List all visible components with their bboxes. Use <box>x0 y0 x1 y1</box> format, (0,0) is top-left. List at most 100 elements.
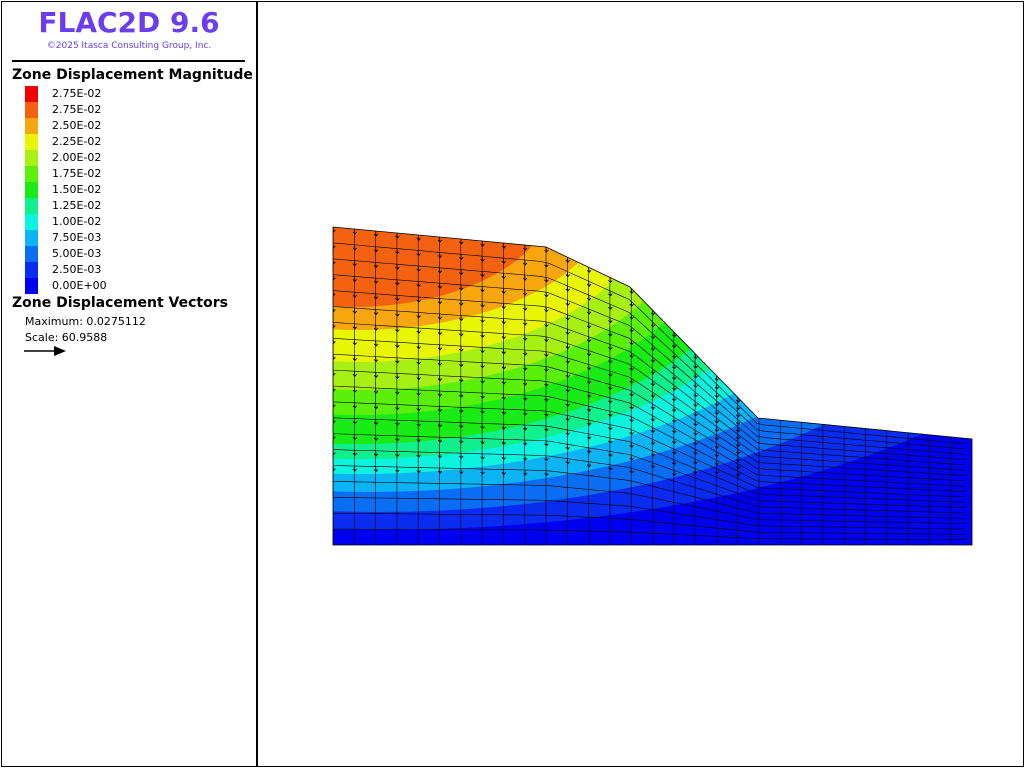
displacement-vector <box>608 330 613 337</box>
displacement-vector <box>352 450 357 456</box>
legend-swatch <box>25 198 38 214</box>
legend-entry: 5.00E-03 <box>25 246 225 262</box>
displacement-vector <box>608 357 613 364</box>
displacement-vector <box>501 303 507 309</box>
displacement-vector <box>650 439 656 445</box>
legend-label: 2.50E-03 <box>52 263 102 276</box>
displacement-vector <box>650 380 656 387</box>
displacement-vector <box>672 427 677 434</box>
displacement-vector <box>565 458 570 465</box>
legend-label: 1.25E-02 <box>52 199 102 212</box>
displacement-vector <box>522 439 528 446</box>
displacement-vector <box>437 437 443 443</box>
displacement-vector <box>586 419 592 426</box>
displacement-vector <box>672 353 677 359</box>
displacement-vector <box>352 276 357 282</box>
displacement-vector <box>693 458 698 465</box>
displacement-vector <box>544 395 549 402</box>
displacement-vector <box>629 339 634 346</box>
displacement-vector <box>629 416 634 423</box>
legend-entry: 7.50E-03 <box>25 230 225 246</box>
displacement-vector <box>437 421 443 428</box>
displacement-vector <box>373 435 379 441</box>
displacement-vector <box>437 252 443 258</box>
displacement-vector <box>395 388 400 395</box>
displacement-vector <box>459 437 464 444</box>
displacement-vector <box>395 326 400 333</box>
displacement-vector <box>608 424 613 431</box>
displacement-vector <box>714 434 720 441</box>
displacement-vector <box>629 352 634 358</box>
mesh-line <box>333 258 966 450</box>
mesh-line <box>333 481 966 524</box>
contour-band-toe <box>648 488 972 545</box>
displacement-vector <box>735 426 741 433</box>
mesh-line <box>333 528 966 540</box>
displacement-contours <box>333 227 972 545</box>
legend-label: 2.00E-02 <box>52 151 102 164</box>
displacement-vector <box>437 360 443 366</box>
displacement-vector <box>544 470 549 477</box>
mesh-line <box>333 433 966 508</box>
displacement-vector <box>459 407 464 413</box>
displacement-vector <box>416 358 421 365</box>
displacement-vector <box>352 386 357 393</box>
displacement-vector <box>522 274 528 281</box>
displacement-vector <box>395 420 400 426</box>
displacement-vector <box>650 392 656 398</box>
displacement-vector <box>629 442 634 448</box>
displacement-vector <box>480 316 485 323</box>
displacement-vector <box>501 288 507 294</box>
displacement-vector <box>373 419 379 425</box>
displacement-vector <box>480 347 485 353</box>
displacement-vector <box>416 467 421 474</box>
vector-maximum-text: Maximum: 0.0275112 <box>25 315 146 328</box>
displacement-vector <box>437 298 443 305</box>
legend-entry: 1.75E-02 <box>25 166 225 182</box>
title-divider <box>12 60 245 62</box>
displacement-vector <box>437 467 443 474</box>
displacement-vector <box>352 355 357 361</box>
displacement-vector <box>544 425 549 432</box>
displacement-vector <box>480 438 485 445</box>
displacement-vector <box>629 378 634 384</box>
displacement-vector <box>437 344 443 351</box>
displacement-vector <box>395 435 400 442</box>
legend-swatch <box>25 118 38 134</box>
displacement-vector <box>352 339 357 346</box>
displacement-vector <box>629 288 634 294</box>
displacement-vector <box>672 342 677 349</box>
displacement-vector <box>735 463 741 470</box>
displacement-vector <box>459 238 464 245</box>
displacement-vector <box>373 372 379 378</box>
displacement-vector <box>352 323 357 330</box>
right-arrow-icon <box>24 346 66 356</box>
displacement-vector <box>501 242 507 249</box>
displacement-vector <box>480 377 485 384</box>
displacement-vector <box>693 391 698 398</box>
displacement-vector <box>629 326 634 333</box>
displacement-vector <box>395 404 400 411</box>
displacement-vector <box>586 322 592 329</box>
legend-label: 2.25E-02 <box>52 135 102 148</box>
displacement-vector <box>352 260 357 267</box>
displacement-vector <box>693 468 698 475</box>
displacement-vector <box>437 375 443 382</box>
displacement-vector <box>672 470 677 476</box>
displacement-vector <box>501 424 507 430</box>
displacement-vector <box>693 363 698 369</box>
displacement-vector <box>650 368 656 375</box>
displacement-vector <box>565 300 570 306</box>
legend-panel: FLAC2D 9.6 ©2025 Itasca Consulting Group… <box>1 1 257 767</box>
displacement-vector <box>693 382 698 388</box>
legend-swatch <box>25 230 38 246</box>
model-view-panel <box>256 1 1024 767</box>
displacement-vector <box>480 271 485 277</box>
displacement-vector <box>672 438 677 444</box>
displacement-vector <box>544 276 549 283</box>
displacement-vector <box>565 372 570 378</box>
displacement-vector <box>395 373 400 379</box>
displacement-vector <box>735 448 741 455</box>
legend-swatch <box>25 150 38 166</box>
